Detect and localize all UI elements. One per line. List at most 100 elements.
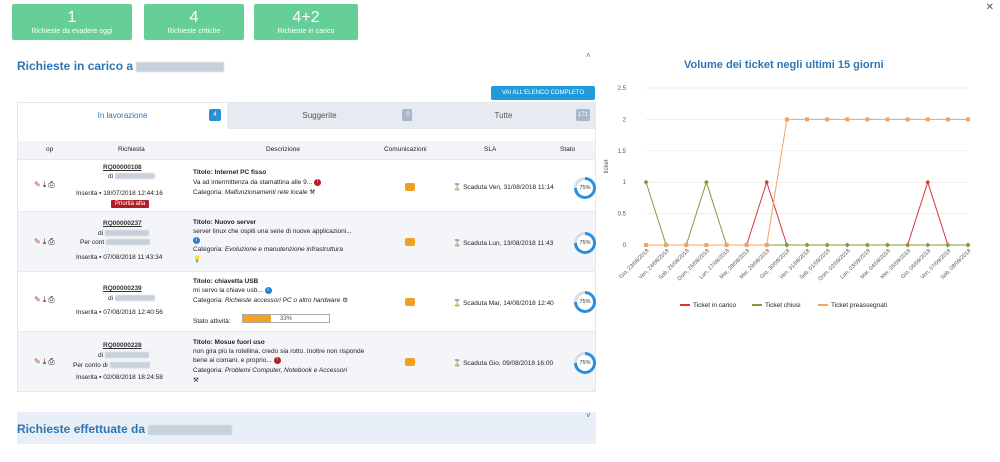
download-icon[interactable]: ⤓	[42, 357, 47, 366]
y-tick-label: 0	[623, 243, 627, 249]
sla-status: ⌛ Scaduta Lun, 13/08/2018 11:43	[453, 239, 553, 247]
request-title: Titolo: Mosue fuori uso	[193, 339, 265, 346]
category-label: Categoria:	[193, 189, 223, 196]
request-desc: server linux che ospiti una serie di nuo…	[193, 228, 352, 235]
full-list-button[interactable]: VAI ALL'ELENCO COMPLETO	[491, 86, 595, 100]
request-id[interactable]: RQ00000108	[103, 164, 142, 171]
y-tick-label: 2.5	[618, 86, 627, 92]
on-behalf-label: Per conto di	[73, 362, 108, 369]
hourglass-icon: ⌛	[453, 240, 462, 247]
request-desc: mi servo la chiave usb...	[193, 287, 263, 294]
row-actions: ✎ ⤓ ⎙	[34, 295, 57, 305]
data-point	[925, 117, 930, 122]
data-point	[824, 242, 830, 248]
edit-icon[interactable]: ✎	[34, 295, 41, 304]
y-tick-label: 0.5	[618, 212, 627, 218]
info-icon[interactable]: i	[193, 236, 200, 244]
inserted-date: 18/07/2018 12:44:16	[103, 190, 163, 197]
legend-item[interactable]: Ticket chiusi	[752, 302, 801, 309]
row-actions: ✎ ⤓ ⎙	[34, 237, 57, 247]
print-icon[interactable]: ⎙	[48, 180, 55, 189]
print-icon[interactable]: ⎙	[48, 295, 55, 304]
message-icon[interactable]	[405, 183, 415, 191]
data-point	[885, 117, 890, 122]
message-icon[interactable]	[405, 298, 415, 306]
user-name-redacted	[136, 61, 225, 72]
inserted-label: Inserita	[76, 309, 98, 316]
tab-in-lavorazione[interactable]: In lavorazione 4	[18, 103, 227, 129]
gauge-value: 75%	[577, 235, 593, 251]
data-point	[966, 117, 970, 122]
activity-progress-text: 33%	[279, 316, 292, 322]
data-point	[925, 180, 930, 184]
edit-icon[interactable]: ✎	[34, 237, 41, 246]
y-tick-label: 1	[623, 180, 627, 186]
stat-label: Richieste critiche	[167, 28, 221, 35]
data-point	[764, 180, 769, 184]
edit-icon[interactable]: ✎	[34, 180, 41, 189]
alert-icon[interactable]: !	[273, 356, 281, 364]
edit-icon[interactable]: ✎	[34, 357, 41, 366]
table-row[interactable]: ✎ ⤓ ⎙ RQ00000228 di Per conto di Inserita …	[18, 331, 596, 391]
stat-tile-in-charge[interactable]: 4+2 Richieste in carico	[254, 4, 358, 40]
table-row[interactable]: ✎ ⤓ ⎙ RQ00000239 di Inserita ▪ 07/08/2018 …	[18, 271, 596, 331]
request-id[interactable]: RQ00000228	[103, 342, 142, 349]
sla-text: Scaduta Mar, 14/08/2018 12:40	[463, 300, 554, 307]
message-icon[interactable]	[405, 358, 415, 366]
inserted-date: 07/08/2018 11:43:34	[103, 254, 163, 261]
section-title-text: Richieste in carico a	[17, 59, 134, 73]
message-icon[interactable]	[405, 238, 415, 246]
stat-value: 1	[67, 9, 77, 26]
table-row[interactable]: ✎ ⤓ ⎙ RQ00000108 di Inserita ▪ 18/07/2018 …	[18, 159, 596, 211]
print-icon[interactable]: ⎙	[48, 237, 55, 246]
di-label: di	[98, 352, 104, 359]
y-axis-label: ticket	[604, 159, 610, 173]
gauge-value: 75%	[577, 355, 593, 371]
sla-text: Scaduta Gio, 09/08/2018 16:00	[463, 360, 554, 367]
request-on-behalf: Per cont	[80, 238, 151, 247]
close-icon[interactable]: ✕	[985, 2, 994, 13]
activity-progress-fill	[243, 315, 272, 322]
request-desc: non gira più la rotellina, credo sia rot…	[193, 348, 365, 364]
gauge-value: 75%	[577, 180, 593, 196]
inserted-label: Inserita	[76, 190, 98, 197]
request-id[interactable]: RQ00000237	[103, 220, 142, 227]
data-point	[844, 242, 850, 248]
download-icon[interactable]: ⤓	[42, 180, 47, 189]
tab-suggerite[interactable]: Suggerite 0	[227, 103, 414, 129]
legend-label: Ticket preassegnati	[831, 302, 888, 309]
category-label: Categoria:	[193, 297, 223, 304]
data-point	[965, 242, 971, 248]
hourglass-icon: ⌛	[453, 300, 462, 307]
download-icon[interactable]: ⤓	[42, 237, 47, 246]
progress-gauge: 75%	[574, 177, 596, 199]
expand-icon[interactable]: ˅	[586, 411, 591, 420]
stat-tile-critical[interactable]: 4 Richieste critiche	[144, 4, 244, 40]
info-icon[interactable]: i	[264, 286, 272, 294]
tab-label: Tutte	[494, 111, 513, 120]
legend-item[interactable]: Ticket in carico	[680, 302, 736, 309]
col-stato: Stato	[560, 146, 576, 153]
request-desc-line: mi servo la chiave usb... i	[193, 286, 272, 295]
owner-redacted	[114, 173, 155, 180]
row-actions: ✎ ⤓ ⎙	[34, 180, 57, 190]
request-owner: di	[108, 172, 155, 181]
table-row[interactable]: ✎ ⤓ ⎙ RQ00000237 di Per cont Inserita ▪ 07…	[18, 211, 596, 271]
request-owner: di	[108, 294, 155, 303]
alert-icon[interactable]: !	[313, 178, 321, 186]
request-desc-line: non gira più la rotellina, credo sia rot…	[193, 347, 378, 365]
print-icon[interactable]: ⎙	[48, 357, 55, 366]
request-desc: Va ad intermittenza da stamattina alle 9…	[193, 179, 313, 186]
activity-progress-bar: 33%	[242, 314, 330, 323]
section-created-by[interactable]	[17, 412, 596, 444]
collapse-icon[interactable]: ˄	[586, 51, 591, 60]
on-behalf-label: Per cont	[80, 239, 105, 246]
tab-tutte[interactable]: Tutte 171	[412, 103, 595, 129]
tab-badge: 0	[402, 109, 414, 121]
legend-item[interactable]: Ticket preassegnati	[818, 302, 887, 309]
download-icon[interactable]: ⤓	[42, 295, 47, 304]
request-id[interactable]: RQ00000239	[103, 285, 142, 292]
stat-tile-today[interactable]: 1 Richieste da evadere oggi	[12, 4, 132, 40]
progress-gauge: 75%	[574, 352, 596, 374]
data-point	[804, 242, 810, 248]
